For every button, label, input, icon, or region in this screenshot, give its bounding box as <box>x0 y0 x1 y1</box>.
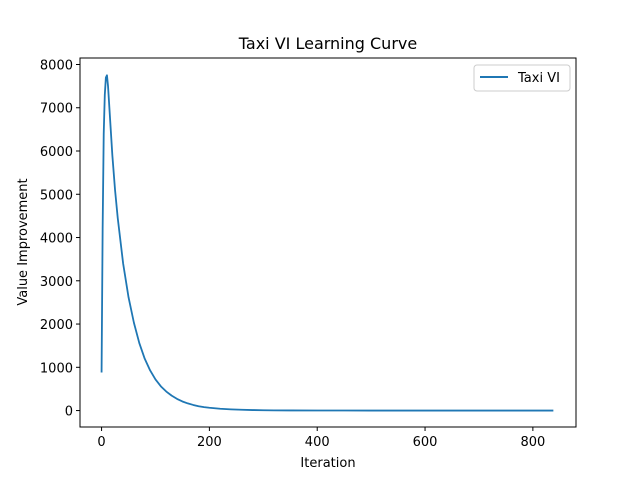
y-tick-label: 8000 <box>40 58 73 73</box>
y-tick-label: 6000 <box>40 145 73 160</box>
y-tick-label: 1000 <box>40 361 73 376</box>
y-tick-label: 7000 <box>40 102 73 117</box>
legend-box <box>473 64 571 92</box>
y-tick-label: 3000 <box>40 275 73 290</box>
x-tick-label: 400 <box>305 435 330 450</box>
axes-frame <box>79 57 577 428</box>
x-tick-label: 600 <box>413 435 438 450</box>
y-tick-label: 2000 <box>40 318 73 333</box>
x-tick-label: 800 <box>520 435 545 450</box>
x-axis: 0 200 400 600 800 <box>97 427 545 450</box>
y-tick-label: 0 <box>65 405 73 420</box>
series-line-taxi-vi <box>100 74 554 412</box>
chart-title: Taxi VI Learning Curve <box>238 34 417 53</box>
x-tick-label: 0 <box>97 435 105 450</box>
legend-label-taxi-vi: Taxi VI <box>517 71 560 86</box>
y-axis: 0 1000 2000 3000 4000 5000 6000 7000 8000 <box>40 58 80 420</box>
x-tick-label: 200 <box>197 435 222 450</box>
y-tick-label: 4000 <box>40 232 73 247</box>
y-tick-label: 5000 <box>40 188 73 203</box>
plot-area <box>100 74 554 412</box>
y-axis-title: Value Improvement <box>16 178 31 305</box>
x-axis-title: Iteration <box>300 456 355 471</box>
legend: Taxi VI <box>473 64 571 92</box>
